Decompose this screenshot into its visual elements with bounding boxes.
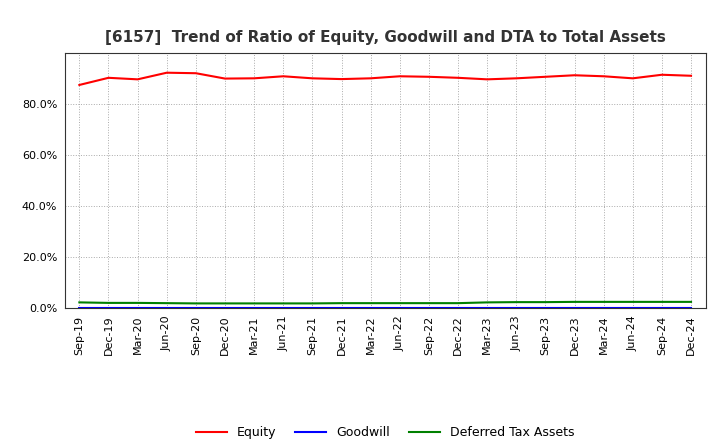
Equity	[104, 75, 113, 81]
Equity	[454, 75, 462, 81]
Deferred Tax Assets	[337, 301, 346, 306]
Goodwill	[629, 305, 637, 311]
Equity	[425, 74, 433, 80]
Goodwill	[337, 305, 346, 311]
Deferred Tax Assets	[192, 301, 200, 306]
Equity	[629, 76, 637, 81]
Equity	[75, 82, 84, 88]
Goodwill	[279, 305, 287, 311]
Goodwill	[541, 305, 550, 311]
Goodwill	[657, 305, 666, 311]
Goodwill	[512, 305, 521, 311]
Deferred Tax Assets	[279, 301, 287, 306]
Equity	[687, 73, 696, 78]
Equity	[279, 73, 287, 79]
Goodwill	[308, 305, 317, 311]
Goodwill	[483, 305, 492, 311]
Line: Equity: Equity	[79, 73, 691, 85]
Deferred Tax Assets	[75, 300, 84, 305]
Goodwill	[192, 305, 200, 311]
Goodwill	[163, 305, 171, 311]
Equity	[657, 72, 666, 77]
Deferred Tax Assets	[395, 301, 404, 306]
Equity	[599, 73, 608, 79]
Equity	[395, 73, 404, 79]
Deferred Tax Assets	[454, 301, 462, 306]
Goodwill	[104, 305, 113, 311]
Goodwill	[454, 305, 462, 311]
Title: [6157]  Trend of Ratio of Equity, Goodwill and DTA to Total Assets: [6157] Trend of Ratio of Equity, Goodwil…	[105, 29, 665, 45]
Deferred Tax Assets	[220, 301, 229, 306]
Deferred Tax Assets	[570, 299, 579, 304]
Equity	[337, 77, 346, 82]
Equity	[366, 76, 375, 81]
Deferred Tax Assets	[599, 299, 608, 304]
Equity	[512, 76, 521, 81]
Deferred Tax Assets	[629, 299, 637, 304]
Equity	[308, 76, 317, 81]
Deferred Tax Assets	[425, 301, 433, 306]
Line: Deferred Tax Assets: Deferred Tax Assets	[79, 302, 691, 304]
Deferred Tax Assets	[250, 301, 258, 306]
Deferred Tax Assets	[657, 299, 666, 304]
Deferred Tax Assets	[366, 301, 375, 306]
Goodwill	[133, 305, 142, 311]
Deferred Tax Assets	[512, 300, 521, 305]
Goodwill	[687, 305, 696, 311]
Goodwill	[250, 305, 258, 311]
Deferred Tax Assets	[687, 299, 696, 304]
Goodwill	[366, 305, 375, 311]
Deferred Tax Assets	[104, 300, 113, 305]
Equity	[163, 70, 171, 75]
Equity	[250, 76, 258, 81]
Equity	[483, 77, 492, 82]
Deferred Tax Assets	[483, 300, 492, 305]
Deferred Tax Assets	[541, 300, 550, 305]
Equity	[570, 73, 579, 78]
Goodwill	[570, 305, 579, 311]
Deferred Tax Assets	[163, 301, 171, 306]
Deferred Tax Assets	[133, 300, 142, 305]
Equity	[192, 70, 200, 76]
Deferred Tax Assets	[308, 301, 317, 306]
Equity	[133, 77, 142, 82]
Goodwill	[599, 305, 608, 311]
Goodwill	[75, 305, 84, 311]
Legend: Equity, Goodwill, Deferred Tax Assets: Equity, Goodwill, Deferred Tax Assets	[191, 422, 580, 440]
Goodwill	[425, 305, 433, 311]
Goodwill	[220, 305, 229, 311]
Equity	[220, 76, 229, 81]
Goodwill	[395, 305, 404, 311]
Equity	[541, 74, 550, 80]
